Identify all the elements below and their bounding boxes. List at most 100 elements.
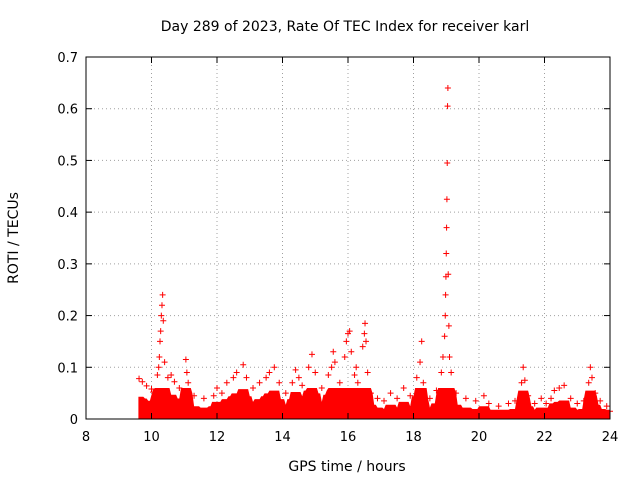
data-point (359, 343, 366, 350)
data-point (567, 395, 574, 402)
x-tick-label: 12 (209, 430, 226, 445)
data-point (160, 317, 167, 324)
data-point (233, 369, 240, 376)
data-point (157, 338, 164, 345)
y-tick-label: 0.4 (57, 206, 78, 221)
data-point (266, 369, 273, 376)
data-point (353, 364, 360, 371)
data-point (521, 377, 528, 384)
data-point (603, 403, 610, 410)
y-tick-label: 0.3 (57, 258, 78, 273)
data-point (318, 384, 325, 391)
x-tick-label: 20 (471, 430, 488, 445)
data-point (453, 390, 460, 397)
data-point (161, 359, 168, 366)
chart-title: Day 289 of 2023, Rate Of TEC Index for r… (161, 19, 529, 35)
data-point (158, 312, 165, 319)
data-point (556, 384, 563, 391)
x-tick-label: 8 (82, 430, 90, 445)
marks-layer (136, 85, 613, 415)
data-point (171, 378, 178, 385)
tick-layer (85, 56, 611, 420)
data-point (325, 372, 332, 379)
data-point (472, 397, 479, 404)
y-tick-label: 0.6 (57, 103, 78, 118)
data-point (292, 366, 299, 373)
data-point (328, 364, 335, 371)
data-point (341, 353, 348, 360)
data-point (381, 397, 388, 404)
data-point (505, 400, 512, 407)
data-point (230, 374, 237, 381)
data-point (561, 382, 568, 389)
data-point (200, 395, 207, 402)
data-point (538, 395, 545, 402)
x-tick-label: 24 (602, 430, 619, 445)
data-point (443, 196, 450, 203)
data-point (243, 374, 250, 381)
y-tick-label: 0.7 (57, 51, 78, 66)
data-point (240, 361, 247, 368)
data-point (512, 397, 519, 404)
data-point (336, 379, 343, 386)
data-point (250, 384, 257, 391)
data-point (433, 387, 440, 394)
data-point (156, 353, 163, 360)
data-point (394, 395, 401, 402)
data-point (330, 348, 337, 355)
data-point (441, 333, 448, 340)
data-point (525, 392, 532, 399)
data-point (361, 330, 368, 337)
data-point (305, 364, 312, 371)
data-point (348, 348, 355, 355)
data-point (176, 384, 183, 391)
data-point (364, 369, 371, 376)
data-point (592, 390, 599, 397)
data-point (587, 364, 594, 371)
data-point (520, 364, 527, 371)
data-point (157, 328, 164, 335)
data-point (299, 382, 306, 389)
data-point (367, 390, 374, 397)
data-point (518, 379, 525, 386)
data-point (588, 374, 595, 381)
data-point (183, 369, 190, 376)
density-layer (138, 388, 610, 419)
data-point (438, 369, 445, 376)
data-point (223, 379, 230, 386)
data-point (271, 364, 278, 371)
data-point (331, 359, 338, 366)
y-tick-label: 0.2 (57, 310, 78, 325)
data-point (407, 392, 414, 399)
data-point (148, 386, 155, 393)
data-point (444, 85, 451, 92)
x-tick-label: 22 (536, 430, 553, 445)
data-point (374, 395, 381, 402)
data-point (448, 369, 455, 376)
data-point (442, 312, 449, 319)
data-point (443, 250, 450, 257)
data-point (210, 392, 217, 399)
data-point (256, 379, 263, 386)
data-point (263, 374, 270, 381)
data-point (444, 160, 451, 167)
data-point (443, 224, 450, 231)
x-tick-label: 10 (143, 430, 160, 445)
y-tick-label: 0 (70, 413, 78, 428)
data-point (426, 395, 433, 402)
data-point (150, 389, 157, 396)
data-point (551, 387, 558, 394)
y-axis-label: ROTI / TECUs (6, 192, 22, 284)
data-point (495, 403, 502, 410)
data-point (139, 378, 146, 385)
data-point (446, 353, 453, 360)
data-point (400, 384, 407, 391)
data-point (168, 372, 175, 379)
data-point (418, 338, 425, 345)
y-tick-label: 0.5 (57, 154, 78, 169)
data-point (531, 400, 538, 407)
data-point (276, 379, 283, 386)
data-point (354, 379, 361, 386)
data-point (548, 395, 555, 402)
